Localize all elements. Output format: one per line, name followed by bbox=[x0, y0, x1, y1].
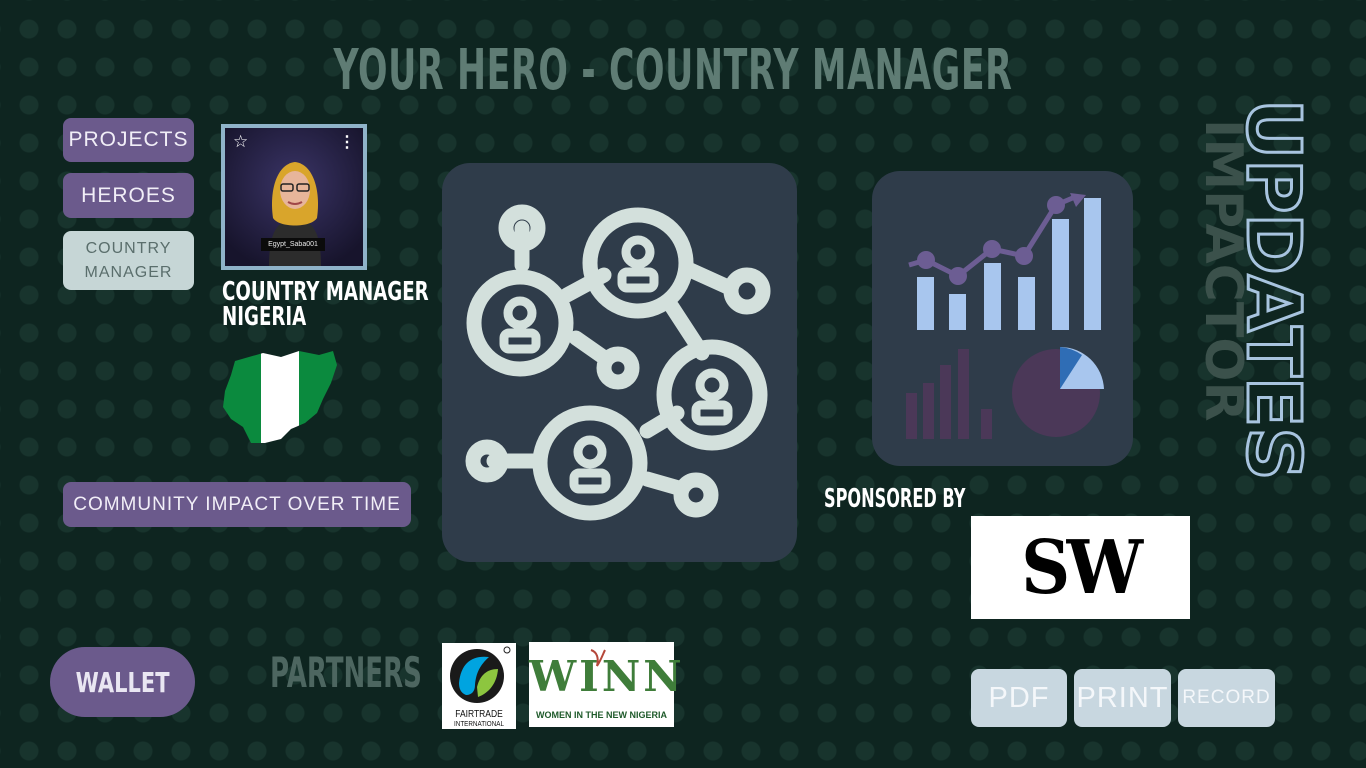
sponsored-by-label: SPONSORED BY bbox=[824, 484, 966, 514]
hero-title: COUNTRY MANAGER NIGERIA bbox=[222, 277, 429, 332]
heroes-button[interactable]: HEROES bbox=[63, 173, 194, 218]
wallet-label: WALLET bbox=[75, 665, 170, 699]
winn-logo[interactable]: WINN WOMEN IN THE NEW NIGERIA bbox=[529, 642, 685, 727]
winn-tagline: WOMEN IN THE NEW NIGERIA bbox=[536, 710, 667, 720]
hero-avatar-card[interactable]: ☆ ⋮ Egypt_Saba001 bbox=[221, 124, 367, 270]
winn-wordmark: WINN bbox=[529, 652, 685, 701]
fairtrade-text-line2: INTERNATIONAL bbox=[454, 721, 504, 728]
wallet-button[interactable]: WALLET bbox=[50, 647, 195, 717]
projects-button[interactable]: PROJECTS bbox=[63, 118, 194, 162]
hero-username: Egypt_Saba001 bbox=[261, 238, 325, 251]
star-icon[interactable]: ☆ bbox=[233, 132, 249, 151]
network-icon bbox=[465, 204, 771, 521]
updates-label[interactable]: UPDATES bbox=[1229, 98, 1318, 483]
fairtrade-logo[interactable]: FAIRTRADE INTERNATIONAL bbox=[442, 643, 516, 729]
winn-figure-icon bbox=[587, 648, 607, 668]
pdf-button[interactable]: PDF bbox=[971, 669, 1067, 727]
sponsor-logo-text: SW bbox=[1021, 524, 1143, 611]
country-manager-button[interactable]: COUNTRY MANAGER bbox=[63, 231, 194, 290]
nigeria-flag-map bbox=[223, 351, 337, 443]
fairtrade-text-line1: FAIRTRADE bbox=[455, 709, 503, 720]
fairtrade-mark-icon bbox=[450, 646, 511, 703]
more-menu-icon[interactable]: ⋮ bbox=[339, 134, 355, 151]
hero-title-line2: NIGERIA bbox=[222, 302, 307, 332]
analytics-panel[interactable] bbox=[872, 171, 1133, 466]
community-impact-button[interactable]: COMMUNITY IMPACT OVER TIME bbox=[63, 482, 411, 527]
partners-label: PARTNERS bbox=[270, 648, 422, 697]
hero-title-line1: COUNTRY MANAGER bbox=[222, 277, 429, 307]
page-title: YOUR HERO - COUNTRY MANAGER bbox=[333, 38, 1013, 103]
analytics-chart-icon bbox=[906, 193, 1104, 439]
sponsor-logo[interactable]: SW bbox=[971, 516, 1190, 619]
network-panel[interactable] bbox=[442, 163, 797, 562]
print-button[interactable]: PRINT bbox=[1074, 669, 1171, 727]
record-button[interactable]: RECORD bbox=[1178, 669, 1275, 727]
